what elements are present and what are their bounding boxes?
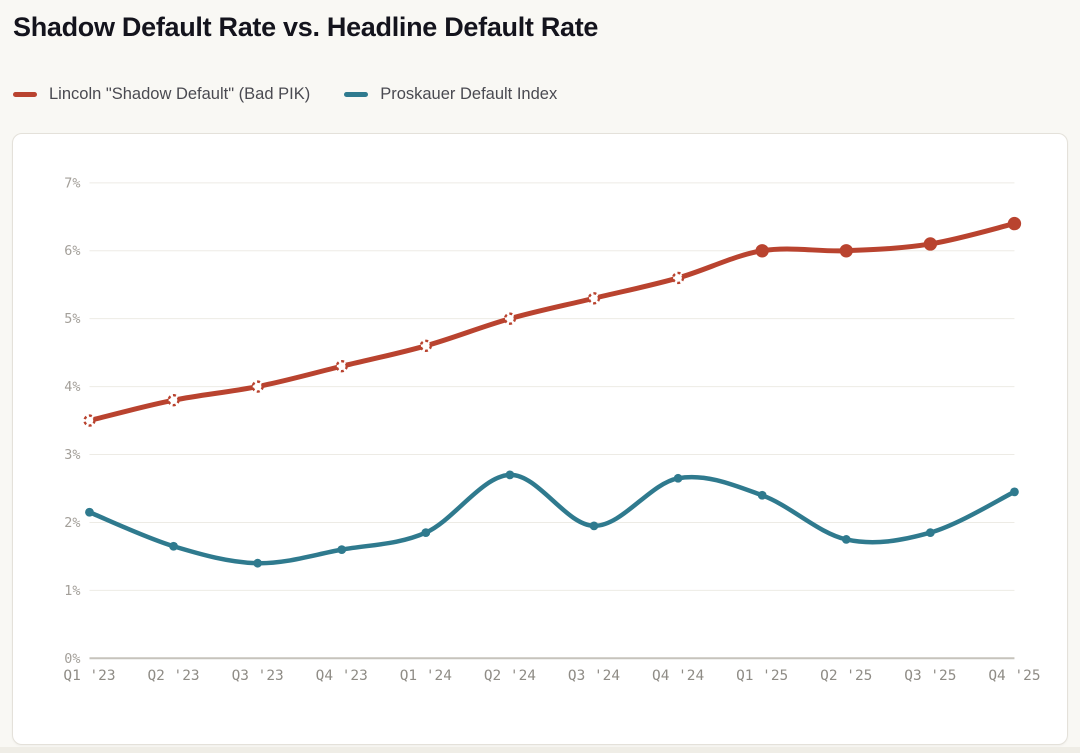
legend-label-proskauer: Proskauer Default Index <box>380 85 558 103</box>
page-title: Shadow Default Rate vs. Headline Default… <box>13 12 599 42</box>
svg-text:Q4 '24: Q4 '24 <box>652 668 704 684</box>
svg-text:Q1 '25: Q1 '25 <box>736 668 788 684</box>
svg-text:Q2 '25: Q2 '25 <box>820 668 872 684</box>
svg-text:Q2 '23: Q2 '23 <box>147 668 199 684</box>
legend-item-lincoln-shadow-default: Lincoln "Shadow Default" (Bad PIK) <box>13 85 310 104</box>
legend-swatch-proskauer-icon <box>344 92 369 97</box>
chart-card: 0% 1% 2% 3% 4% 5% 6% 7% Q1 '23 Q2 '23 Q3 '23 Q4 '23… <box>12 133 1068 745</box>
svg-text:6%: 6% <box>64 244 80 259</box>
legend-swatch-lincoln-icon <box>13 92 37 97</box>
page-bottom-strip <box>0 747 1080 753</box>
svg-text:2%: 2% <box>64 516 80 531</box>
chart-legend: Lincoln "Shadow Default" (Bad PIK) Prosk… <box>13 85 557 104</box>
svg-text:Q3 '24: Q3 '24 <box>568 668 620 684</box>
svg-text:Q2 '24: Q2 '24 <box>484 668 536 684</box>
line-chart: 0% 1% 2% 3% 4% 5% 6% 7% Q1 '23 Q2 '23 Q3 '23 Q4 '23… <box>63 176 1040 684</box>
svg-text:4%: 4% <box>64 380 80 395</box>
svg-text:Q4 '25: Q4 '25 <box>988 668 1040 684</box>
svg-text:Q3 '25: Q3 '25 <box>904 668 956 684</box>
svg-text:7%: 7% <box>64 176 80 191</box>
svg-text:Q3 '23: Q3 '23 <box>232 668 284 684</box>
legend-item-proskauer-index: Proskauer Default Index <box>344 85 557 104</box>
svg-text:Q1 '24: Q1 '24 <box>400 668 452 684</box>
svg-text:0%: 0% <box>64 652 80 667</box>
legend-label-lincoln: Lincoln "Shadow Default" (Bad PIK) <box>49 85 311 103</box>
svg-text:Q1 '23: Q1 '23 <box>63 668 115 684</box>
svg-text:3%: 3% <box>64 448 80 463</box>
svg-text:5%: 5% <box>64 312 80 327</box>
svg-text:Q4 '23: Q4 '23 <box>316 668 368 684</box>
svg-text:1%: 1% <box>64 584 80 599</box>
